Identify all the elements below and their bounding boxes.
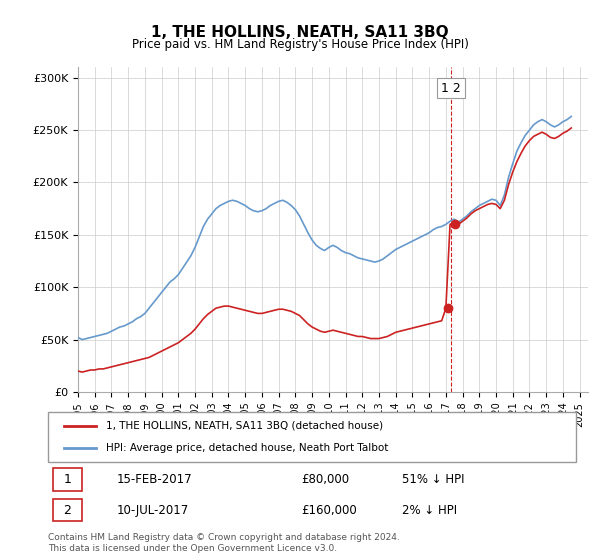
Text: 1: 1 — [64, 473, 71, 486]
Text: 1, THE HOLLINS, NEATH, SA11 3BQ (detached house): 1, THE HOLLINS, NEATH, SA11 3BQ (detache… — [106, 421, 383, 431]
FancyBboxPatch shape — [48, 412, 576, 462]
Text: Contains HM Land Registry data © Crown copyright and database right 2024.
This d: Contains HM Land Registry data © Crown c… — [48, 533, 400, 553]
FancyBboxPatch shape — [53, 468, 82, 491]
Text: Price paid vs. HM Land Registry's House Price Index (HPI): Price paid vs. HM Land Registry's House … — [131, 38, 469, 51]
Text: £80,000: £80,000 — [301, 473, 350, 486]
Text: 1 2: 1 2 — [441, 82, 461, 95]
FancyBboxPatch shape — [53, 499, 82, 521]
Text: £160,000: £160,000 — [301, 503, 357, 517]
Text: 2: 2 — [64, 503, 71, 517]
Text: 15-FEB-2017: 15-FEB-2017 — [116, 473, 192, 486]
Text: 51% ↓ HPI: 51% ↓ HPI — [402, 473, 464, 486]
Text: 2% ↓ HPI: 2% ↓ HPI — [402, 503, 457, 517]
Text: 10-JUL-2017: 10-JUL-2017 — [116, 503, 189, 517]
Text: HPI: Average price, detached house, Neath Port Talbot: HPI: Average price, detached house, Neat… — [106, 443, 388, 453]
Text: 1, THE HOLLINS, NEATH, SA11 3BQ: 1, THE HOLLINS, NEATH, SA11 3BQ — [151, 25, 449, 40]
